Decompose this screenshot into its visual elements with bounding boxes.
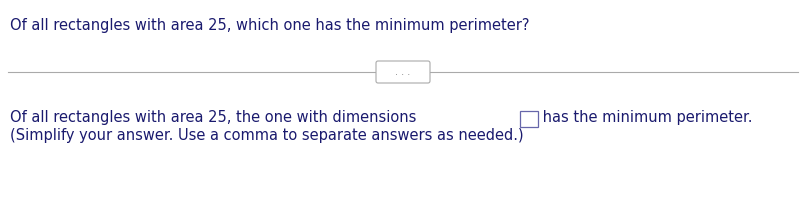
Text: has the minimum perimeter.: has the minimum perimeter. (538, 110, 752, 125)
Text: Of all rectangles with area 25, the one with dimensions: Of all rectangles with area 25, the one … (10, 110, 421, 125)
FancyBboxPatch shape (520, 111, 538, 127)
Text: . . .: . . . (396, 67, 410, 77)
FancyBboxPatch shape (376, 61, 430, 83)
Text: (Simplify your answer. Use a comma to separate answers as needed.): (Simplify your answer. Use a comma to se… (10, 128, 524, 143)
Text: Of all rectangles with area 25, which one has the minimum perimeter?: Of all rectangles with area 25, which on… (10, 18, 530, 33)
